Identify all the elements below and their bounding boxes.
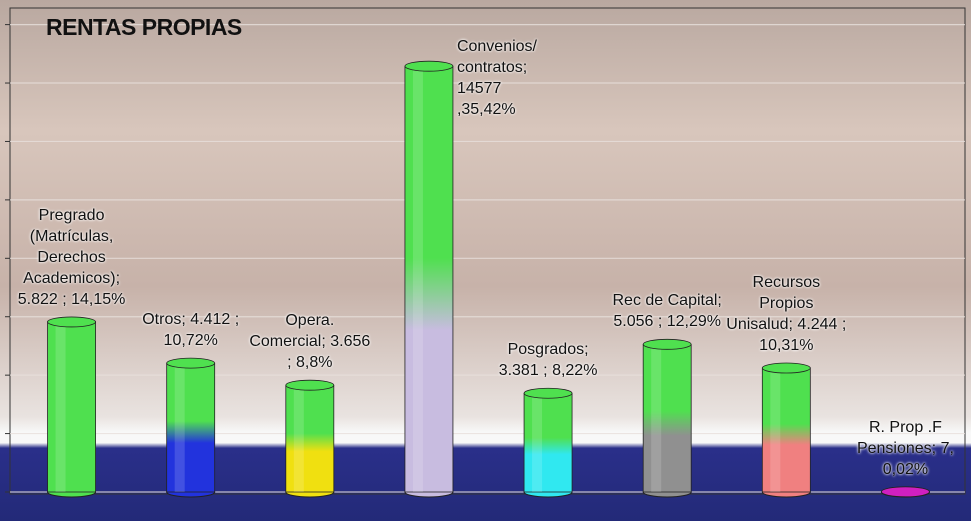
- bar-top: [166, 357, 216, 369]
- bar-shine: [651, 344, 662, 492]
- bar-top: [642, 338, 692, 350]
- bar-shine: [412, 66, 423, 492]
- bar-top: [881, 486, 930, 498]
- bar: [642, 343, 692, 493]
- data-label: Rec de Capital; 5.056 ; 12,29%: [612, 292, 722, 331]
- bar-top: [285, 379, 335, 391]
- bar: [523, 392, 573, 493]
- bar-shine: [55, 321, 66, 492]
- bar-top: [47, 316, 96, 328]
- bar-top: [523, 387, 573, 399]
- bar-shine: [293, 385, 304, 492]
- bar: [285, 384, 335, 493]
- bar-top: [761, 362, 811, 374]
- data-label: Otros; 4.412 ; 10,72%: [142, 311, 240, 350]
- bar: [166, 362, 216, 493]
- data-label: Opera. Comercial; 3.656 ; 8,8%: [249, 312, 371, 372]
- bar-shine: [174, 363, 185, 492]
- plot-frame: [9, 7, 966, 495]
- bar: [761, 367, 811, 493]
- data-label: R. Prop .F Pensiones; 7, 0,02%: [856, 418, 954, 478]
- data-label: Recursos Propios Unisalud; 4.244 ; 10,31…: [726, 274, 847, 355]
- bar-top: [404, 60, 454, 72]
- bar-shine: [532, 393, 543, 492]
- data-label: Convenios/ contratos; 14577 ,35,42%: [456, 38, 537, 119]
- chart-title: RENTAS PROPIAS: [46, 14, 242, 40]
- bar: [47, 321, 96, 493]
- bar: [404, 65, 454, 493]
- data-label: Pregrado (Matrículas, Derechos Academico…: [17, 206, 126, 308]
- data-label: Posgrados; 3.381 ; 8,22%: [498, 341, 598, 380]
- bar-shine: [770, 368, 781, 492]
